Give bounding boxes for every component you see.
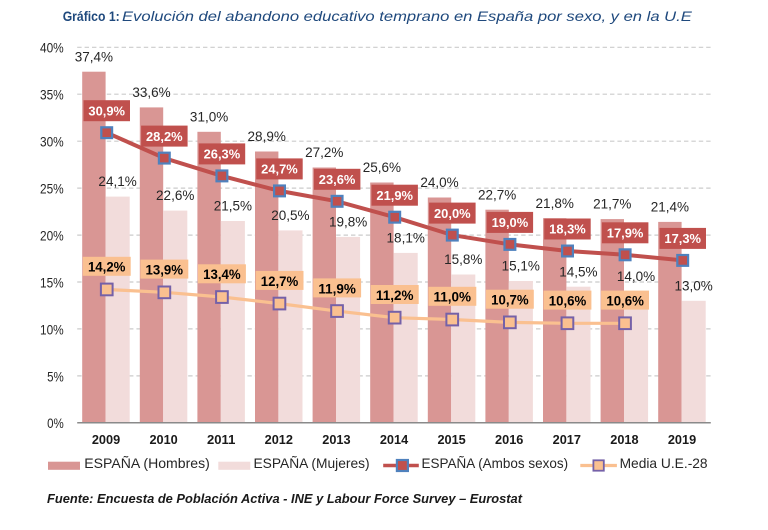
svg-text:2018: 2018 <box>610 432 638 447</box>
svg-text:21,8%: 21,8% <box>536 196 574 211</box>
svg-text:10%: 10% <box>40 321 64 337</box>
svg-text:26,3%: 26,3% <box>204 147 241 162</box>
svg-text:28,9%: 28,9% <box>248 129 286 144</box>
svg-text:17,9%: 17,9% <box>607 226 644 241</box>
svg-text:Gráfico 1:: Gráfico 1: <box>63 8 120 24</box>
svg-text:18,3%: 18,3% <box>549 222 586 237</box>
svg-text:25,6%: 25,6% <box>363 160 401 175</box>
svg-text:21,7%: 21,7% <box>593 197 631 212</box>
svg-text:14,0%: 14,0% <box>617 269 655 284</box>
svg-text:19,0%: 19,0% <box>492 215 529 230</box>
svg-text:11,0%: 11,0% <box>434 290 472 305</box>
svg-text:0%: 0% <box>47 415 64 431</box>
svg-text:27,2%: 27,2% <box>305 145 343 160</box>
svg-text:15%: 15% <box>40 274 64 290</box>
svg-text:2015: 2015 <box>437 432 465 447</box>
svg-text:20,0%: 20,0% <box>434 206 471 221</box>
svg-text:2010: 2010 <box>149 432 177 447</box>
svg-text:2014: 2014 <box>380 432 409 447</box>
svg-text:19,8%: 19,8% <box>329 215 367 230</box>
svg-text:37,4%: 37,4% <box>75 49 113 64</box>
svg-text:13,9%: 13,9% <box>146 263 184 278</box>
svg-text:30,9%: 30,9% <box>88 103 125 118</box>
svg-text:40%: 40% <box>40 40 64 56</box>
svg-text:21,4%: 21,4% <box>651 200 689 215</box>
svg-text:13,0%: 13,0% <box>674 278 712 293</box>
svg-text:2013: 2013 <box>322 432 350 447</box>
svg-text:2016: 2016 <box>495 432 523 447</box>
svg-text:11,9%: 11,9% <box>318 281 356 296</box>
svg-text:20%: 20% <box>40 228 64 244</box>
svg-text:35%: 35% <box>40 87 64 103</box>
svg-text:12,7%: 12,7% <box>261 274 299 289</box>
svg-text:33,6%: 33,6% <box>132 85 170 100</box>
svg-text:24,7%: 24,7% <box>261 162 298 177</box>
svg-text:5%: 5% <box>47 368 64 384</box>
svg-text:14,5%: 14,5% <box>559 264 597 279</box>
svg-text:24,1%: 24,1% <box>98 174 136 189</box>
svg-text:2012: 2012 <box>265 432 293 447</box>
svg-text:15,8%: 15,8% <box>444 252 482 267</box>
svg-text:22,6%: 22,6% <box>156 188 194 203</box>
svg-text:13,4%: 13,4% <box>203 267 241 282</box>
svg-text:10,6%: 10,6% <box>549 294 587 309</box>
svg-text:ESPAÑA (Mujeres): ESPAÑA (Mujeres) <box>254 455 370 471</box>
svg-text:11,2%: 11,2% <box>376 288 414 303</box>
svg-text:31,0%: 31,0% <box>190 109 228 124</box>
svg-text:21,5%: 21,5% <box>214 199 252 214</box>
svg-text:14,2%: 14,2% <box>88 260 126 275</box>
svg-text:ESPAÑA (Ambos sexos): ESPAÑA (Ambos sexos) <box>422 455 569 471</box>
svg-text:Media U.E.-28: Media U.E.-28 <box>620 456 708 471</box>
svg-text:30%: 30% <box>40 134 64 150</box>
svg-text:18,1%: 18,1% <box>387 231 425 246</box>
svg-text:22,7%: 22,7% <box>478 187 516 202</box>
svg-text:10,6%: 10,6% <box>606 294 644 309</box>
svg-text:15,1%: 15,1% <box>502 259 540 274</box>
svg-text:21,9%: 21,9% <box>376 188 413 203</box>
svg-text:2009: 2009 <box>92 432 120 447</box>
svg-text:Evolución del abandono educati: Evolución del abandono educativo tempran… <box>122 8 693 24</box>
svg-text:25%: 25% <box>40 181 64 197</box>
svg-text:2019: 2019 <box>668 432 696 447</box>
svg-text:28,2%: 28,2% <box>146 129 183 144</box>
svg-text:ESPAÑA (Hombres): ESPAÑA (Hombres) <box>84 455 210 471</box>
svg-text:2017: 2017 <box>553 432 581 447</box>
svg-text:Fuente: Encuesta de Población: Fuente: Encuesta de Población Activa - I… <box>47 491 523 506</box>
svg-text:2011: 2011 <box>207 432 235 447</box>
svg-text:10,7%: 10,7% <box>491 293 529 308</box>
svg-text:24,0%: 24,0% <box>420 175 458 190</box>
svg-text:17,3%: 17,3% <box>664 231 701 246</box>
svg-text:20,5%: 20,5% <box>271 208 309 223</box>
svg-text:23,6%: 23,6% <box>319 172 356 187</box>
